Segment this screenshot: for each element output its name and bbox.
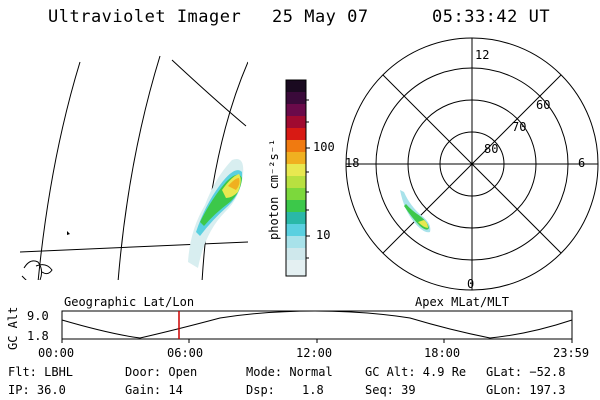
colorbar <box>285 79 310 277</box>
mode-info: Mode: Normal <box>246 365 333 379</box>
dsp-label: Dsp: <box>246 383 275 397</box>
geo-panel-label: Geographic Lat/Lon <box>64 295 195 309</box>
alt-xtick-1200: 12:00 <box>296 346 333 360</box>
mlt-label-0: 0 <box>467 277 475 291</box>
mlat-label-60: 60 <box>536 98 551 112</box>
gain-info: Gain: 14 <box>125 383 183 397</box>
altitude-plot <box>61 310 573 343</box>
colorbar-tick-100: 100 <box>313 140 335 154</box>
cursor-marker <box>67 231 70 235</box>
coastline <box>21 260 53 280</box>
alt-xtick-0600: 06:00 <box>167 346 204 360</box>
polar-plot <box>345 37 599 291</box>
alt-xtick-0000: 00:00 <box>38 346 75 360</box>
alt-ytick-9: 9.0 <box>27 309 49 323</box>
mlt-label-12: 12 <box>475 48 490 62</box>
mlat-label-80: 80 <box>484 142 499 156</box>
alt-xtick-1800: 18:00 <box>424 346 461 360</box>
mlt-label-6: 6 <box>578 156 586 170</box>
door-info: Door: Open <box>125 365 198 379</box>
polar-panel-label: Apex MLat/MLT <box>415 295 509 309</box>
colorbar-unit-label: photon cm⁻²s⁻¹ <box>267 138 281 240</box>
map-grid-lines <box>20 55 248 280</box>
time-label: 05:33:42 UT <box>432 7 551 27</box>
mlat-label-70: 70 <box>512 120 527 134</box>
alt-xtick-2359: 23:59 <box>553 346 590 360</box>
instrument-title: Ultraviolet Imager <box>48 7 242 27</box>
filter-info: Flt: LBHL <box>8 365 74 379</box>
glon-info: GLon: 197.3 <box>486 383 566 397</box>
colorbar-tick-10: 10 <box>316 228 331 242</box>
mlt-label-18: 18 <box>345 156 360 170</box>
aurora-emission-polar <box>400 190 431 233</box>
alt-plot-ylabel: GC Alt <box>6 306 20 350</box>
geographic-map <box>20 55 248 280</box>
glat-info: GLat: −52.8 <box>486 365 566 379</box>
ip-info: IP: 36.0 <box>8 383 66 397</box>
aurora-emission-geo <box>188 159 244 268</box>
altitude-curve <box>61 310 573 339</box>
date-label: 25 May 07 <box>272 7 369 27</box>
alt-ytick-1-8: 1.8 <box>27 329 49 343</box>
seq-info: Seq: 39 <box>365 383 416 397</box>
gc-alt-info: GC Alt: 4.9 Re <box>365 365 467 379</box>
dsp-value: 1.8 <box>302 383 324 397</box>
